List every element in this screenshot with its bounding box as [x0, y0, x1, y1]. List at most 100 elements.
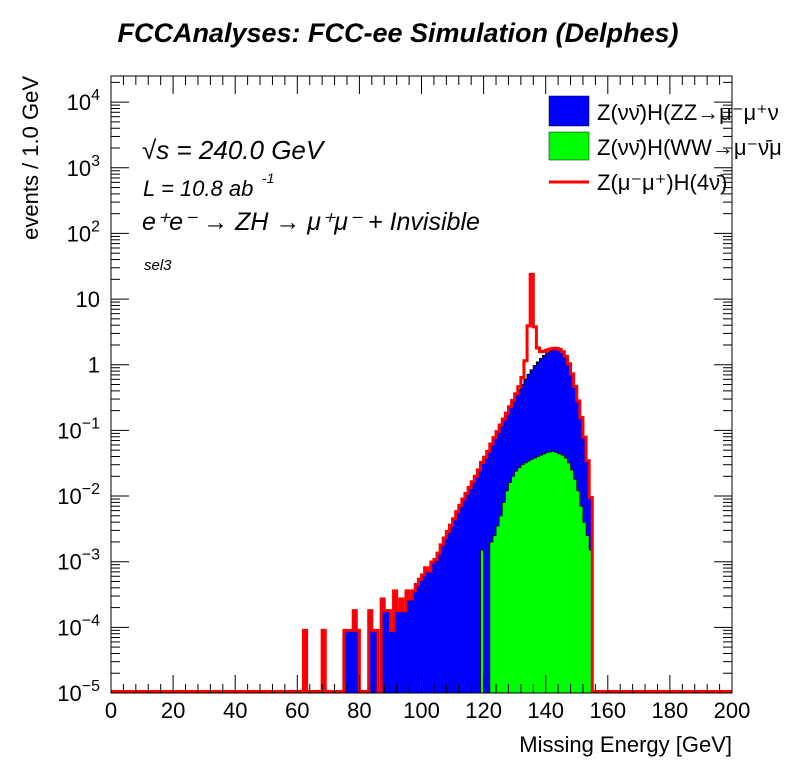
ww-bar [539, 455, 543, 693]
zz-bar [449, 525, 453, 693]
x-tick-label: 200 [714, 698, 751, 723]
y-tick-label: 103 [67, 153, 100, 181]
y-tick-label: 1 [88, 353, 100, 378]
signal-total-line [111, 272, 732, 693]
process-annotation: e⁺e⁻ → ZH → μ⁺μ⁻ + Invisible [142, 208, 480, 236]
zz-bar [471, 481, 475, 693]
zz-bar [461, 499, 466, 693]
zz-bar [350, 630, 354, 693]
zz-bar [396, 610, 401, 693]
zz-bar [399, 599, 404, 693]
y-tick-label: 10−5 [57, 678, 100, 706]
ww-bar [523, 462, 528, 693]
zz-bar [384, 610, 388, 693]
x-tick-label: 0 [105, 698, 117, 723]
chart-title: FCCAnalyses: FCC-ee Simulation (Delphes) [117, 18, 679, 48]
y-tick-label: 10−2 [57, 481, 100, 509]
zz-bar [424, 567, 429, 693]
x-axis-label: Missing Energy [GeV] [519, 732, 732, 757]
zz-bar [368, 610, 373, 693]
zz-bar [346, 630, 351, 693]
ww-bar [514, 471, 519, 693]
zz-bar [412, 590, 416, 693]
zz-bar [393, 590, 398, 693]
zz-bar [452, 518, 457, 693]
zz-bar [483, 457, 488, 693]
x-tick-label: 160 [589, 698, 626, 723]
ww-bar [496, 525, 500, 693]
zz-bar [486, 451, 491, 693]
x-tick-label: 180 [652, 698, 689, 723]
zz-bar [387, 610, 391, 693]
y-tick-label: 10−4 [57, 612, 100, 640]
zz-bar [418, 579, 422, 693]
ww-bar [558, 453, 562, 693]
zz-bar [464, 493, 469, 693]
zz-bar [433, 559, 438, 693]
y-tick-label: 104 [67, 87, 100, 115]
legend-swatch-ww [548, 131, 590, 161]
zz-bar [409, 599, 413, 693]
zz-bar [455, 511, 460, 693]
ww-bar [576, 490, 581, 693]
zz-bar [427, 571, 432, 693]
ww-bar [499, 515, 503, 693]
ww-bar [564, 457, 568, 693]
x-tick-label: 60 [285, 698, 309, 723]
zz-bar [468, 487, 472, 693]
ww-bar [567, 462, 571, 693]
zz-bar [405, 590, 410, 693]
legend: Z(νν̄)H(ZZ→μ⁻μ⁺ν Z(νν̄)H(WW→μ⁻ν̄μ Z(μ⁻μ⁺… [548, 95, 782, 195]
ww-bar [489, 541, 494, 693]
lumi-label: L = 10.8 ab [143, 176, 253, 201]
zz-bar [343, 630, 348, 693]
ww-bar [570, 469, 575, 693]
ww-bar [502, 502, 506, 693]
zz-bar [430, 561, 435, 693]
ww-bar [520, 464, 525, 693]
ww-bar [579, 506, 584, 693]
zz-bar [402, 610, 407, 693]
zz-bar [458, 505, 463, 693]
ww-bar [586, 535, 590, 693]
x-tick-label: 20 [161, 698, 185, 723]
zz-bar [353, 610, 357, 693]
selection-annotation: sel3 [144, 257, 172, 274]
ww-bar [480, 550, 484, 693]
luminosity-annotation: L = 10.8 ab -1 [143, 170, 274, 201]
zz-bar [371, 630, 376, 693]
ww-bar [573, 479, 578, 693]
y-axis-label: events / 1.0 GeV [18, 76, 43, 240]
ww-bar [582, 522, 587, 693]
x-tick-label: 40 [223, 698, 247, 723]
ww-bar [511, 476, 516, 693]
ww-bar [555, 452, 559, 693]
ww-bar [527, 461, 531, 693]
ww-bar [517, 467, 522, 693]
x-tick-label: 120 [465, 698, 502, 723]
legend-label-zz: Z(νν̄)H(ZZ→μ⁻μ⁺ν [597, 100, 779, 125]
zz-bar [381, 599, 385, 693]
ww-bar [551, 451, 556, 693]
zz-bar [437, 553, 441, 693]
legend-label-4nu: Z(μ⁻μ⁺)H(4ν̄) [597, 170, 727, 195]
zz-bar [390, 630, 394, 693]
ww-bar [508, 482, 512, 693]
ww-bar [545, 452, 550, 693]
ww-bar [536, 456, 540, 693]
zz-bar [474, 476, 478, 693]
zz-bar [477, 469, 481, 693]
ww-bar [548, 451, 553, 693]
ww-bar [561, 455, 565, 693]
zz-bar [421, 574, 426, 693]
lumi-exponent: -1 [262, 170, 274, 186]
x-tick-label: 140 [527, 698, 564, 723]
ww-bar [492, 535, 497, 693]
y-tick-label: 102 [67, 218, 100, 246]
ww-bar [533, 457, 537, 693]
x-tick-label: 80 [347, 698, 371, 723]
y-tick-label: 10−1 [57, 415, 100, 443]
ww-bar [530, 459, 534, 693]
axes: 0 20 40 60 80 100 120 140 160 180 200 10−5 10−4 10−3 1… [57, 76, 750, 723]
